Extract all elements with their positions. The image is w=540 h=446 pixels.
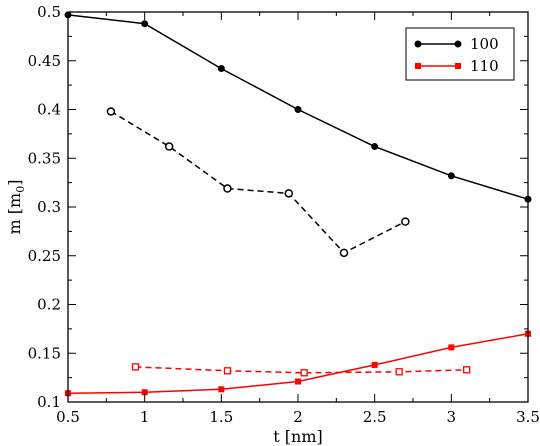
legend-item: 110 [415,57,499,75]
legend-marker [455,63,461,69]
x-tick-label: 1.5 [209,408,233,426]
data-point [447,172,455,180]
ticks-layer [67,11,529,403]
data-point [401,217,410,226]
y-axis-label-end: ] [5,180,24,186]
data-point [463,366,471,374]
data-point [339,248,349,258]
legend-marker [415,63,421,69]
y-tick-label: 0.15 [28,344,61,362]
legend-label: 110 [470,57,499,75]
legend-label: 100 [470,35,499,53]
data-point [218,386,225,393]
y-axis-label: m [m0] [5,180,27,235]
x-axis-label: t [nm] [273,427,322,446]
data-point [371,361,378,368]
series-4 [131,363,471,377]
legend-box [405,27,515,81]
data-point [131,363,140,371]
data-point [141,20,149,28]
data-point [106,107,116,116]
legend-item: 100 [414,35,499,53]
series-2 [106,107,410,258]
y-tick-label: 0.1 [37,393,61,411]
series-4-line [135,366,467,374]
y-tick-label: 0.2 [37,296,61,314]
y-axis-label-main: m [m [5,193,24,235]
data-point [300,369,308,377]
y-tick-label: 0.35 [28,149,61,167]
series-2-line [110,110,406,254]
x-tick-label: 0.5 [56,408,80,426]
data-point [141,389,148,396]
y-tick-label: 0.4 [37,101,61,119]
tick-labels-layer: 0.5 1 1.5 2 2.5 3 3.5 0.1 0.15 0.2 0.25 0.3 0.35 0.4 0… [28,3,540,426]
y-tick-label: 0.5 [37,3,61,21]
data-point [295,378,301,385]
y-tick-label: 0.45 [28,52,61,70]
data-point [217,65,225,73]
y-tick-label: 0.3 [37,198,61,216]
data-point [448,344,455,351]
x-tick-label: 2.5 [363,408,387,426]
x-tick-label: 1 [140,408,150,426]
data-point [164,142,174,151]
data-point [395,368,403,376]
data-point [294,106,302,113]
data-point [223,184,232,193]
legend-marker [454,40,462,48]
data-point [223,367,232,375]
data-point [284,189,294,198]
y-tick-label: 0.25 [28,247,61,265]
y-axis-label-subscript: 0 [14,186,27,193]
data-point [371,143,379,151]
legend-marker [414,40,422,48]
x-tick-label: 2 [293,408,303,426]
x-tick-label: 3 [447,408,457,426]
x-tick-label: 3.5 [516,408,540,426]
